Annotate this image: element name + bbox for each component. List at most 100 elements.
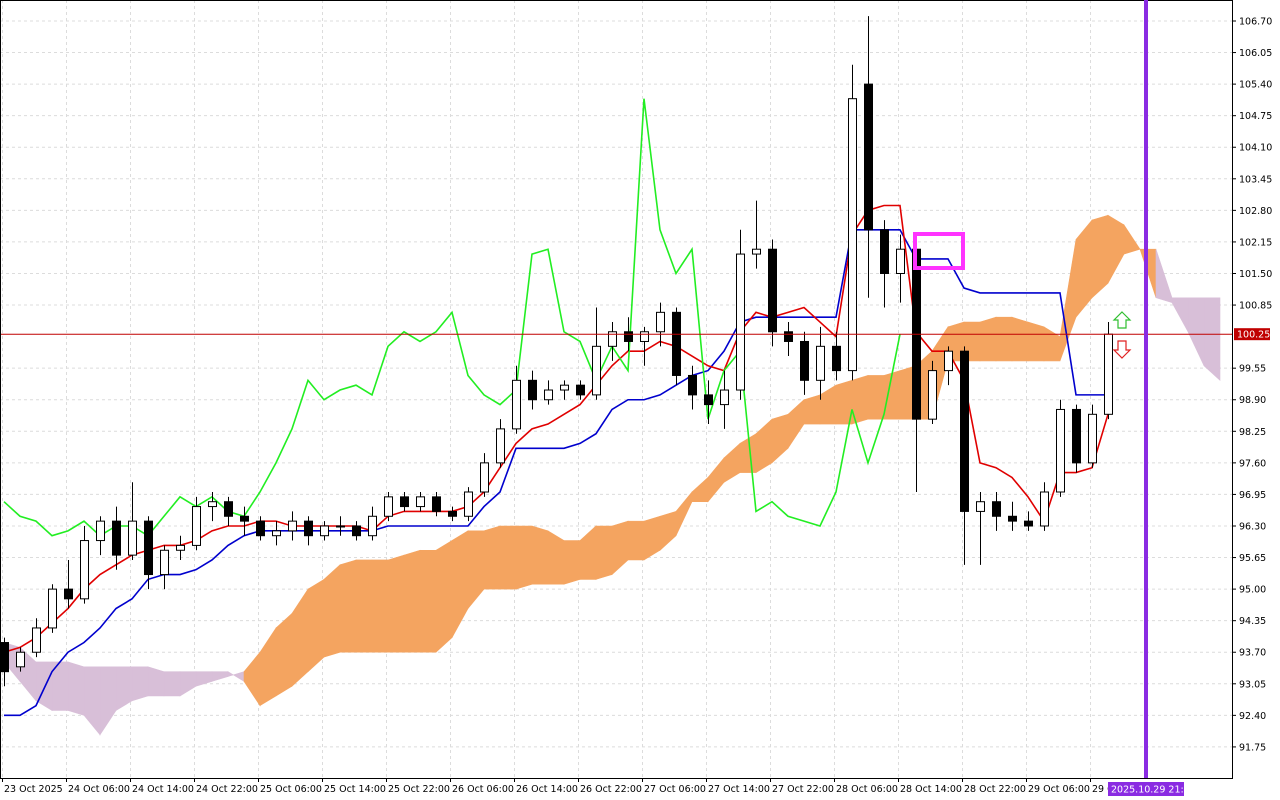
candle-body — [976, 501, 985, 512]
candle-body — [800, 340, 809, 381]
candle-body — [16, 651, 25, 668]
x-tick-label: 26 Oct 14:00 — [516, 784, 578, 795]
y-tick-label: 102.15 — [1239, 237, 1272, 248]
candle-body — [272, 530, 281, 537]
candle-body — [480, 462, 489, 493]
x-tick-label: 27 Oct 06:00 — [644, 784, 706, 795]
candle-body — [640, 331, 649, 342]
cloud-segment — [595, 525, 613, 580]
candle-body — [608, 331, 617, 347]
x-tick-label: 29 Oct 06:00 — [1028, 784, 1090, 795]
cloud-segment — [499, 525, 517, 590]
cloud-segment — [1011, 316, 1029, 362]
buy-arrow — [1112, 311, 1132, 329]
cloud-segment — [163, 671, 181, 697]
plot-frame — [0, 0, 1233, 779]
candle-body — [1056, 408, 1065, 493]
candle-body — [288, 520, 297, 532]
cloud-segment — [531, 525, 549, 585]
x-tick-label: 25 Oct 06:00 — [260, 784, 322, 795]
x-tick-label: 26 Oct 22:00 — [580, 784, 642, 795]
candle-body — [1040, 491, 1049, 527]
indicator-line — [4, 228, 1108, 717]
highlight-box — [913, 232, 965, 270]
candle-body — [704, 394, 713, 406]
x-tick-label: 25 Oct 14:00 — [324, 784, 386, 795]
candle-body — [32, 627, 41, 653]
y-tick-label: 101.50 — [1239, 269, 1272, 280]
sell-arrow — [1112, 340, 1132, 359]
y-tick-label: 106.70 — [1239, 16, 1272, 27]
candle-body — [736, 253, 745, 391]
y-tick-label: 104.10 — [1239, 143, 1272, 154]
cloud-segment — [371, 559, 389, 653]
cloud-segment — [355, 559, 373, 653]
cloud-segment — [1027, 321, 1045, 362]
x-tick-label: 26 Oct 06:00 — [452, 784, 514, 795]
candle-body — [352, 525, 361, 537]
candle-body — [464, 491, 473, 517]
y-tick-label: 104.75 — [1239, 111, 1272, 122]
cloud-segment — [483, 525, 501, 590]
candle-body — [64, 588, 73, 600]
candle-body — [864, 83, 873, 231]
cloud-segment — [1203, 297, 1221, 381]
y-tick-label: 97.60 — [1239, 458, 1266, 469]
x-tick-label: 24 Oct 22:00 — [196, 784, 258, 795]
x-tick-label: 28 Oct 22:00 — [964, 784, 1026, 795]
y-tick-label: 95.00 — [1239, 585, 1266, 596]
cloud-segment — [419, 549, 437, 653]
cloud-segment — [995, 316, 1013, 362]
y-tick-label: 102.80 — [1239, 206, 1272, 217]
candle-body — [1072, 408, 1081, 464]
candle-body — [448, 510, 457, 517]
y-tick-label: 96.95 — [1239, 490, 1266, 501]
candle-body — [944, 350, 953, 372]
candle-body — [1088, 413, 1097, 464]
candle-body — [1104, 333, 1113, 415]
y-tick-label: 92.40 — [1239, 711, 1266, 722]
candle-body — [512, 379, 521, 430]
candle-body — [304, 520, 313, 537]
cloud-segment — [387, 554, 405, 653]
candle-body — [160, 549, 169, 576]
last-price-label: 100.25 — [1237, 330, 1270, 341]
indicator-line — [3, 204, 1109, 654]
y-tick-label: 93.05 — [1239, 679, 1266, 690]
candle-body — [256, 520, 265, 537]
time-marker-label: 2025.10.29 21:00 — [1111, 785, 1196, 796]
y-tick-label: 94.35 — [1239, 616, 1266, 627]
cloud-segment — [563, 540, 581, 585]
candle-body — [928, 370, 937, 420]
candle-body — [688, 374, 697, 396]
cloud-segment — [867, 375, 885, 420]
candle-body — [432, 496, 441, 512]
candle-body — [672, 311, 681, 376]
plot-area — [1, 16, 1232, 736]
cloud-segment — [147, 666, 165, 697]
x-tick-label: 24 Oct 06:00 — [68, 784, 130, 795]
cloud-segment — [275, 612, 293, 697]
time-marker-box — [1108, 782, 1184, 796]
cloud-segment — [307, 578, 325, 673]
cloud-segment — [627, 520, 645, 561]
candle-body — [416, 496, 425, 508]
candle-body — [128, 520, 137, 556]
y-tick-label: 106.05 — [1239, 48, 1272, 59]
indicator-line — [3, 98, 901, 537]
candle-body — [544, 389, 553, 401]
candle-body — [880, 229, 889, 274]
x-tick-label: 28 Oct 14:00 — [900, 784, 962, 795]
candle-body — [336, 525, 345, 528]
cloud-segment — [1091, 214, 1109, 299]
x-tick-label: 23 Oct 2025 — [4, 784, 63, 795]
cloud-segment — [403, 549, 421, 653]
y-tick-label: 93.70 — [1239, 648, 1266, 659]
y-tick-label: 91.75 — [1239, 742, 1266, 753]
cloud-segment — [1123, 223, 1141, 255]
candle-body — [144, 520, 153, 576]
x-tick-label: 24 Oct 14:00 — [132, 784, 194, 795]
cloud-segment — [435, 540, 453, 653]
